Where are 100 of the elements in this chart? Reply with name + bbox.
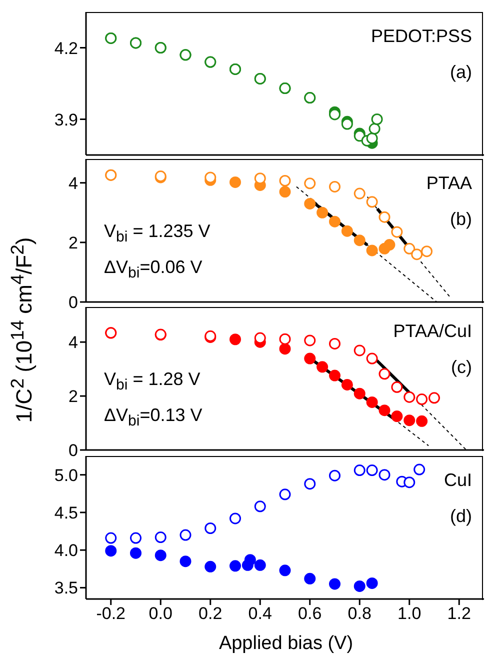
point <box>304 178 316 190</box>
point <box>329 370 340 382</box>
point <box>404 391 416 403</box>
point <box>378 368 390 380</box>
point <box>421 246 433 258</box>
point <box>304 352 316 364</box>
annotation: ΔV$_{bi}$=0.06 V <box>104 257 202 282</box>
annotation: (b) <box>450 209 472 230</box>
annotation: PEDOT:PSS <box>370 26 472 47</box>
y-tick-label: 0 <box>68 441 78 460</box>
point <box>384 239 396 251</box>
point <box>416 394 428 406</box>
point <box>404 414 416 426</box>
point <box>279 488 291 500</box>
point <box>368 123 380 135</box>
point <box>204 522 216 534</box>
y-tick-label: 2 <box>68 387 78 406</box>
point <box>391 410 403 422</box>
point <box>204 560 216 572</box>
point <box>329 338 340 350</box>
point <box>391 381 403 393</box>
point <box>254 500 266 512</box>
point <box>366 577 378 589</box>
point <box>254 559 266 571</box>
x-tick-label: 0.8 <box>348 604 372 624</box>
point <box>378 469 390 481</box>
point <box>105 532 117 544</box>
annotation: (a) <box>450 62 472 83</box>
annotation: CuI <box>444 470 472 491</box>
point <box>371 114 383 125</box>
point <box>244 554 256 566</box>
y-tick-label: 4.0 <box>54 541 78 560</box>
annotation: V$_{bi}$ = 1.235 V <box>104 221 210 246</box>
y-tick-label: 2 <box>68 233 78 252</box>
point <box>304 478 316 490</box>
point <box>354 188 366 200</box>
point <box>130 547 142 559</box>
y-tick-label: 4.2 <box>54 38 78 58</box>
x-axis-title: Applied bias (V) <box>218 632 354 656</box>
x-tick-label: 1.0 <box>398 604 422 624</box>
x-tick-label: 1.2 <box>447 604 471 624</box>
y-tick-label: 5.0 <box>54 466 78 485</box>
point <box>414 464 426 476</box>
point <box>230 334 241 346</box>
point <box>378 211 390 223</box>
point <box>279 564 291 576</box>
point <box>341 225 353 237</box>
point <box>304 198 316 210</box>
point <box>130 532 142 544</box>
point <box>154 550 166 562</box>
point <box>366 244 378 256</box>
x-tick-label: 0.0 <box>148 604 172 624</box>
point <box>230 176 241 188</box>
point <box>279 343 291 355</box>
point <box>204 172 216 184</box>
y-tick-label: 3.9 <box>54 110 78 130</box>
point <box>354 464 366 476</box>
point <box>404 242 416 254</box>
point <box>354 234 366 246</box>
point <box>354 344 366 356</box>
point <box>180 529 192 541</box>
annotation: (c) <box>451 357 472 378</box>
point <box>316 206 328 218</box>
x-tick-label: 0.4 <box>248 604 272 624</box>
point <box>254 332 266 344</box>
point <box>329 108 340 120</box>
point <box>329 216 340 228</box>
point <box>316 361 328 373</box>
y-tick-label: 0 <box>68 293 78 312</box>
x-tick-label: 0.2 <box>198 604 222 624</box>
point <box>230 560 241 572</box>
point <box>354 580 366 592</box>
point <box>341 118 353 130</box>
point <box>354 388 366 400</box>
point <box>416 415 428 427</box>
point <box>329 578 340 590</box>
point <box>366 196 378 208</box>
point <box>279 175 291 186</box>
point <box>404 476 416 488</box>
point <box>428 392 440 404</box>
point <box>411 248 423 260</box>
y-tick-label: 4 <box>68 333 78 352</box>
y-tick-label: 3.5 <box>54 578 78 598</box>
annotation: ΔV$_{bi}$=0.13 V <box>104 405 202 430</box>
y-tick-label: 4.5 <box>54 503 78 522</box>
point <box>154 532 166 544</box>
annotation: PTAA <box>426 173 472 194</box>
point <box>391 226 403 238</box>
y-tick-label: 4 <box>68 174 78 193</box>
point <box>105 545 117 557</box>
point <box>341 378 353 390</box>
point <box>254 172 266 184</box>
annotation: (d) <box>450 506 472 527</box>
point <box>279 333 291 345</box>
x-tick-label: 0.6 <box>298 604 322 624</box>
point <box>230 512 241 524</box>
point <box>378 404 390 416</box>
point <box>329 180 340 192</box>
point <box>329 470 340 482</box>
point <box>304 572 316 584</box>
